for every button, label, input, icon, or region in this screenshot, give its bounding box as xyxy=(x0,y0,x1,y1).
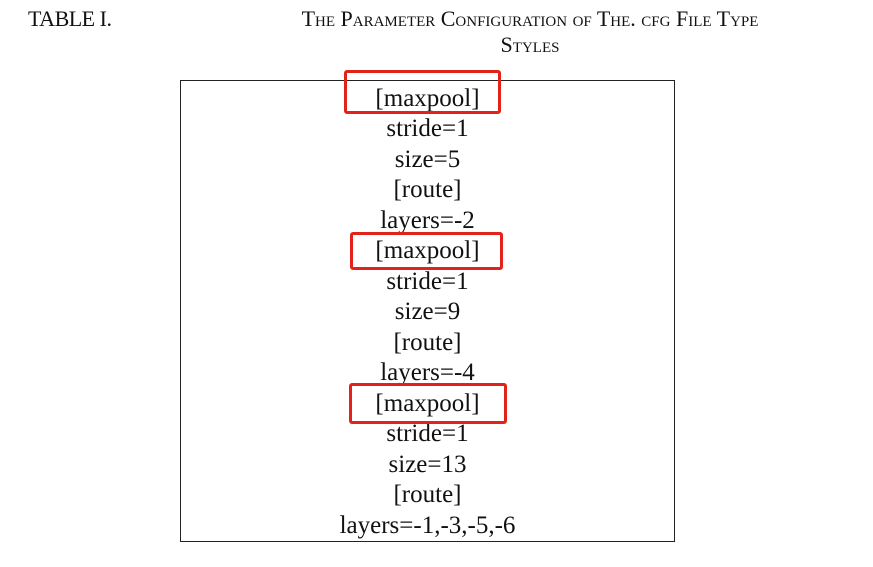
cfg-row-stride-2: stride=1 xyxy=(386,268,469,295)
cfg-row-maxpool-3: [maxpool] xyxy=(375,390,480,417)
table-title: The Parameter Configuration of The. cfg … xyxy=(200,6,860,58)
cfg-row-stride-1: stride=1 xyxy=(386,115,469,142)
cfg-row-stride-3: stride=1 xyxy=(386,420,469,447)
cfg-row-route-3: [route] xyxy=(393,481,462,508)
highlight-box-maxpool-1 xyxy=(344,70,501,114)
cfg-row-route-1: [route] xyxy=(393,176,462,203)
cfg-row-layers-1: layers=-2 xyxy=(380,207,475,234)
cfg-row-route-2: [route] xyxy=(393,329,462,356)
cfg-row-maxpool-2: [maxpool] xyxy=(375,237,480,264)
cfg-row-size-13: size=13 xyxy=(388,451,467,478)
cfg-row-maxpool-1: [maxpool] xyxy=(375,85,480,112)
table-title-line-1: The Parameter Configuration of The. cfg … xyxy=(301,6,759,31)
cfg-row-size-9: size=9 xyxy=(394,298,461,325)
table-title-line-2: Styles xyxy=(500,32,560,57)
cfg-row-size-5: size=5 xyxy=(394,146,461,173)
table-label: TABLE I. xyxy=(28,6,112,31)
highlight-box-maxpool-2 xyxy=(350,232,503,270)
highlight-box-maxpool-3 xyxy=(349,383,507,424)
cfg-parameter-table: [maxpool] stride=1 size=5 [route] layers… xyxy=(180,80,675,542)
cfg-row-layers-2: layers=-4 xyxy=(380,359,475,386)
cfg-row-layers-3: layers=-1,-3,-5,-6 xyxy=(339,512,516,539)
